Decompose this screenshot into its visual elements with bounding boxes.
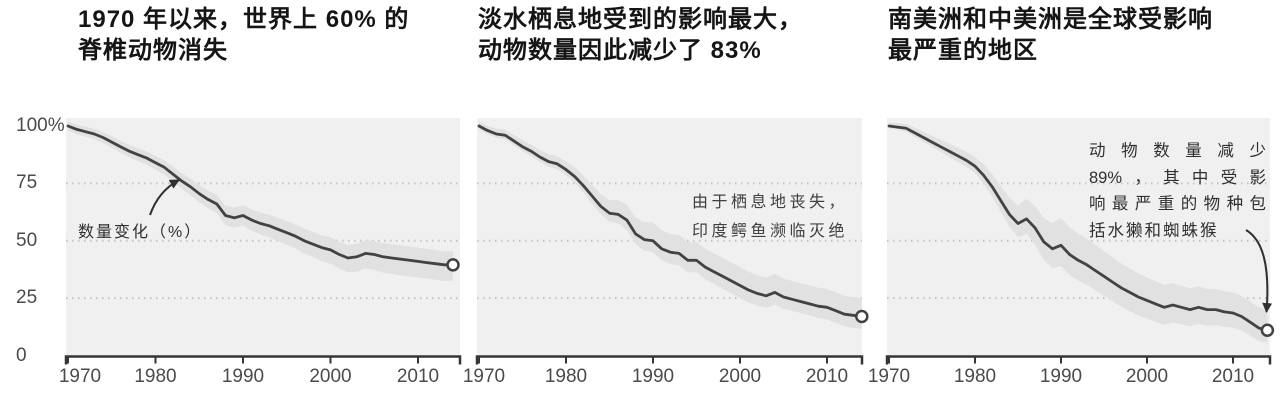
annotation-line: 括水獭和蜘蛛猴 <box>1089 221 1219 240</box>
chart-title-south-america: 南美洲和中美洲是全球受影响 最严重的地区 <box>888 4 1213 66</box>
annotation-gharial: 由于栖息地丧失， 印度鳄鱼濒临灭绝 <box>692 188 848 246</box>
annotation-line: 印度鳄鱼濒临灭绝 <box>692 223 849 240</box>
annotation-line: 响最严重的物种包 <box>1089 195 1266 213</box>
x-tick-label: 2010 <box>805 366 849 387</box>
index-line <box>477 124 864 318</box>
x-tick-label: 2000 <box>718 366 762 387</box>
x-tick-label: 1970 <box>867 366 911 387</box>
x-axis <box>64 355 462 365</box>
x-tick-label: 2000 <box>1125 366 1169 387</box>
x-tick-label: 2010 <box>396 366 440 387</box>
annotation-arrow <box>1245 229 1273 313</box>
chart-freshwater <box>475 118 869 365</box>
endpoint-marker <box>855 309 869 324</box>
chart-south-america <box>885 118 1275 365</box>
chart-title-line: 动物数量因此减少了 83% <box>478 37 762 64</box>
chart-title-global: 1970 年以来，世界上 60% 的 脊椎动物消失 <box>78 4 409 66</box>
y-tick-label: 25 <box>16 287 38 309</box>
x-tick-label: 2010 <box>1211 366 1255 387</box>
annotation-arrow <box>149 179 180 216</box>
annotation-line: 89%，其中受影 <box>1089 168 1266 187</box>
annotation-otter-spider-monkey: 动物数量减少 89%，其中受影 响最严重的物种包 括水獭和蜘蛛猴 <box>1089 138 1266 244</box>
confidence-band <box>889 122 1268 343</box>
chart-title-freshwater: 淡水栖息地受到的影响最大， 动物数量因此减少了 83% <box>478 4 803 66</box>
endpoint-marker <box>446 258 460 272</box>
x-axis <box>885 355 1272 365</box>
y-tick-label: 50 <box>16 229 38 251</box>
chart-title-line: 淡水栖息地受到的影响最大， <box>478 6 803 33</box>
x-tick-label: 1990 <box>221 366 265 387</box>
x-tick-label: 1970 <box>58 366 102 387</box>
x-tick-label: 1980 <box>134 366 177 387</box>
chart-title-line: 最严重的地区 <box>888 37 1038 64</box>
annotation-line: 动物数量减少 <box>1089 142 1266 160</box>
y-tick-label: 100% <box>16 115 65 136</box>
endpoint-marker <box>1260 323 1275 338</box>
annotation-line: 由于栖息地丧失， <box>692 194 849 211</box>
x-tick-label: 1990 <box>631 366 675 387</box>
chart-title-line: 南美洲和中美洲是全球受影响 <box>888 6 1213 33</box>
index-line <box>66 124 455 267</box>
index-line <box>887 124 1269 332</box>
x-tick-label: 1970 <box>462 366 506 387</box>
y-tick-label: 0 <box>16 344 27 366</box>
confidence-band <box>68 121 453 281</box>
chart-title-line: 脊椎动物消失 <box>78 37 228 64</box>
chart-global <box>64 118 462 365</box>
confidence-band <box>479 121 862 330</box>
y-tick-label: 75 <box>16 172 38 194</box>
x-tick-label: 1990 <box>1039 366 1083 387</box>
annotation-series-label: 数量变化（%） <box>78 224 203 241</box>
x-tick-label: 2000 <box>309 366 352 387</box>
chart-title-line: 1970 年以来，世界上 60% 的 <box>78 6 410 33</box>
x-tick-label: 1980 <box>953 366 997 387</box>
x-axis <box>475 355 864 365</box>
x-tick-label: 1980 <box>544 366 588 387</box>
